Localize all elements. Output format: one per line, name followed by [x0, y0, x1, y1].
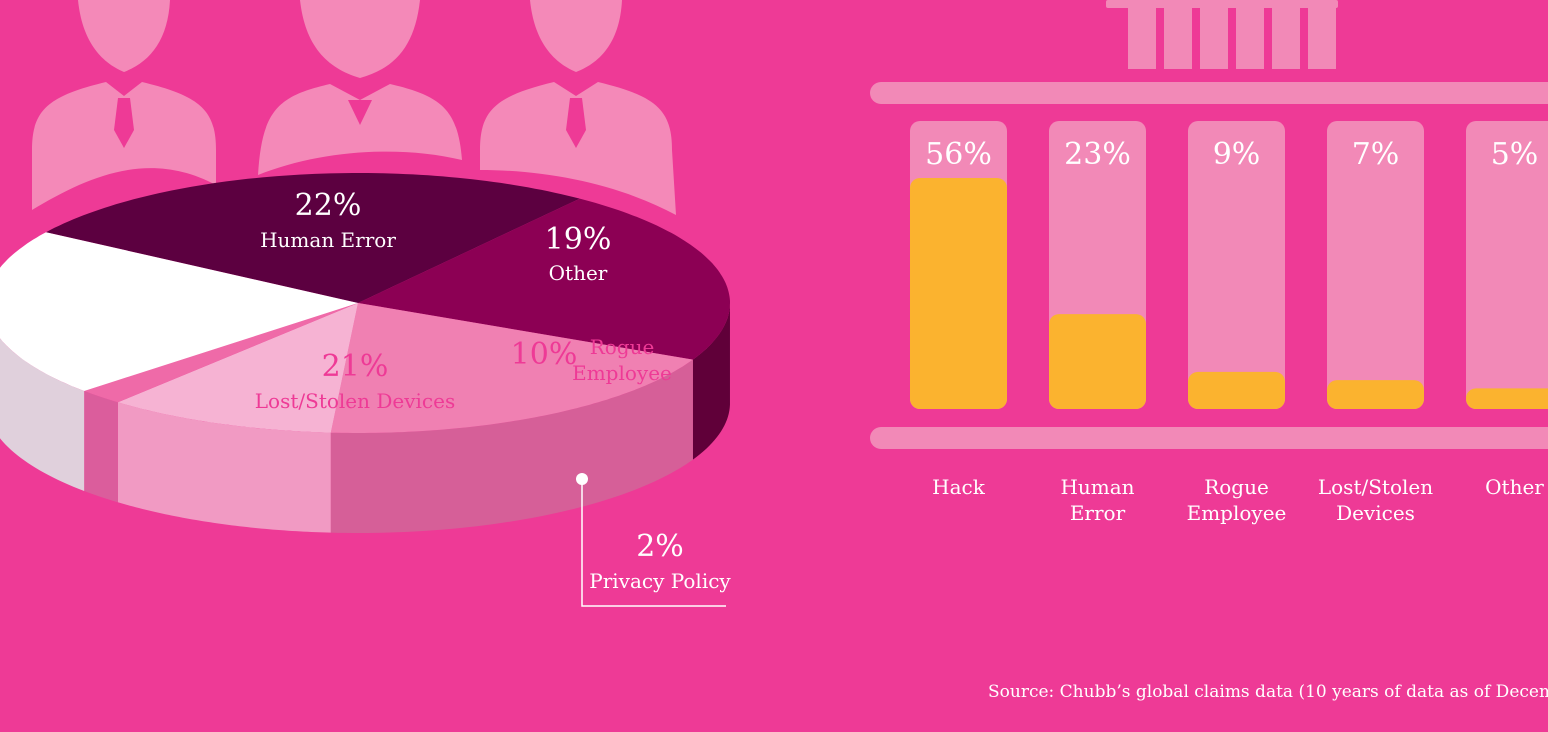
pie-side-4 — [84, 390, 118, 503]
bar-category-3-line-1: Devices — [1336, 501, 1415, 525]
pie-label-other: Other — [549, 261, 608, 285]
bar-3 — [1327, 380, 1424, 409]
bottom-rail — [870, 427, 1548, 449]
pie-labels: 26% Hack 22% Human Error 19% Other 10% RogueEmp… — [103, 188, 732, 593]
pie-label-lost-stolen: Lost/Stolen Devices — [255, 389, 455, 413]
pie-side-1 — [692, 304, 730, 460]
top-rail — [870, 82, 1548, 104]
bar-1 — [1049, 314, 1146, 409]
tie-cutouts — [114, 98, 586, 148]
bar-4 — [1466, 388, 1548, 409]
pie-label-human-error: Human Error — [260, 228, 396, 252]
pie-side-2 — [330, 359, 693, 533]
bar-track-2 — [1188, 121, 1285, 409]
pie-value-rogue-employee: 10% — [511, 337, 578, 372]
pie-chart — [0, 173, 730, 533]
bar-track-4 — [1466, 121, 1548, 409]
pie-label-rogue-line2: Employee — [572, 361, 672, 385]
bar-value-4: 5% — [1491, 137, 1539, 172]
bar-value-2: 9% — [1213, 137, 1261, 172]
pie-slice-2 — [330, 303, 693, 433]
pie-value-other: 19% — [545, 222, 612, 257]
bar-0 — [910, 178, 1007, 409]
bar-category-2-line-0: Rogue — [1204, 475, 1269, 499]
pie-value-lost-stolen: 21% — [322, 349, 389, 384]
bar-category-3-line-0: Lost/Stolen — [1318, 475, 1433, 499]
bar-value-3: 7% — [1352, 137, 1400, 172]
bar-category-1-line-1: Error — [1070, 501, 1126, 525]
pie-side-3 — [117, 402, 331, 533]
callout-line — [581, 479, 726, 607]
bar-category-1-line-0: Human — [1060, 475, 1134, 499]
pie-value-privacy-policy: 2% — [636, 529, 684, 564]
pie-side-5 — [0, 338, 85, 491]
bar-value-0: 56% — [925, 137, 992, 172]
pie-slice-1 — [358, 198, 730, 360]
pie-value-hack: 26% — [103, 284, 170, 319]
bar-category-2-line-1: Employee — [1187, 501, 1287, 525]
pie-value-human-error: 22% — [295, 188, 362, 223]
pie-label-privacy-policy: Privacy Policy — [589, 569, 731, 593]
bar-category-0-line-0: Hack — [932, 475, 986, 499]
bar-category-4-line-0: Other — [1485, 475, 1544, 499]
bar-2 — [1188, 371, 1285, 409]
bar-track-3 — [1327, 121, 1424, 409]
source-note: Source: Chubb’s global claims data (10 y… — [988, 682, 1548, 702]
bar-value-1: 23% — [1064, 137, 1131, 172]
people-silhouettes-icon — [32, 0, 676, 215]
pie-slice-5 — [0, 232, 358, 391]
pie-slice-4 — [84, 303, 358, 403]
pie-slice-0 — [46, 173, 580, 303]
building-columns-icon — [1106, 0, 1338, 69]
privacy-callout — [576, 473, 726, 607]
pie-slice-3 — [117, 303, 359, 433]
pie-label-hack: Hack — [110, 323, 164, 347]
pie-label-rogue-line1: Rogue — [590, 335, 655, 359]
